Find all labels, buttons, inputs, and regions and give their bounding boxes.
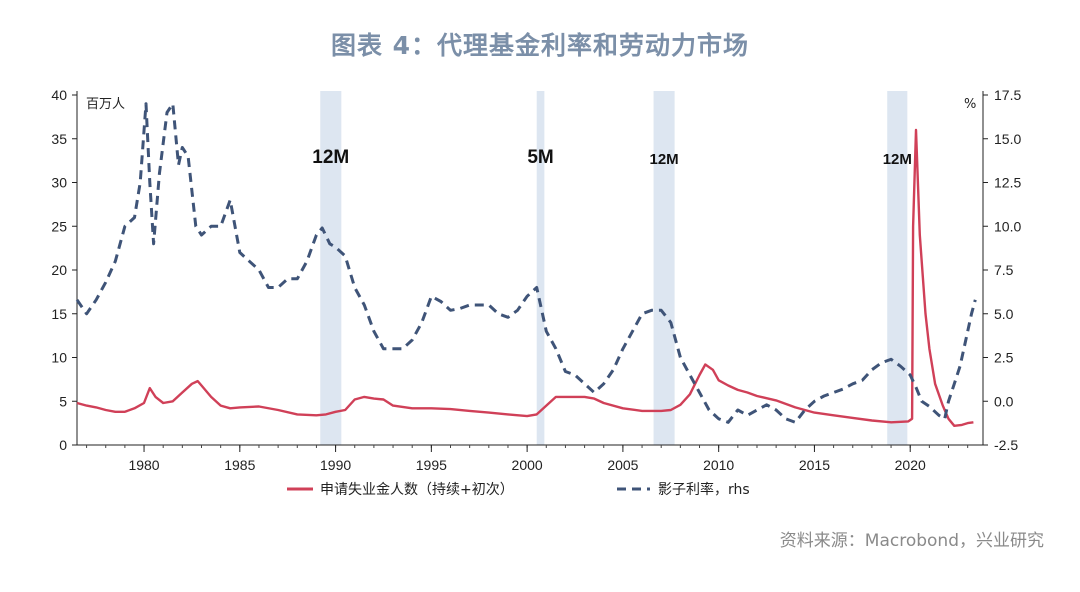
right-tick-label: 0.0 [994, 393, 1014, 409]
right-tick-label: 2.5 [994, 350, 1014, 366]
x-tick-label: 2005 [607, 457, 638, 473]
recession-band-0 [320, 91, 342, 445]
left-tick-label: 40 [51, 87, 67, 103]
left-tick-label: 5 [59, 393, 67, 409]
right-tick-label: -2.5 [994, 437, 1018, 453]
legend: 申请失业金人数（持续+初次） 影子利率，rhs [287, 481, 750, 498]
x-tick-label: 2010 [703, 457, 734, 473]
chart-title: 图表 4：代理基金利率和劳动力市场 [330, 31, 750, 60]
right-tick-label: 12.5 [994, 175, 1021, 191]
recession-band-2 [653, 91, 675, 445]
right-tick-label: 7.5 [994, 262, 1014, 278]
left-tick-label: 20 [51, 262, 67, 278]
right-tick-label: 15.0 [994, 131, 1021, 147]
recession-label-2: 12M [649, 151, 678, 168]
left-tick-label: 0 [59, 437, 67, 453]
recession-label-1: 5M [527, 147, 553, 168]
recession-bands [320, 91, 908, 445]
right-tick-label: 17.5 [994, 87, 1021, 103]
right-axis-unit: % [964, 97, 976, 112]
recession-label-3: 12M [883, 151, 912, 168]
series-line-0 [76, 128, 974, 427]
legend-label-shadow-rate: 影子利率，rhs [658, 481, 750, 498]
x-tick-label: 1980 [128, 457, 159, 473]
recession-band-1 [536, 91, 545, 445]
source-note: 资料来源：Macrobond，兴业研究 [779, 531, 1044, 551]
x-tick-label: 2000 [512, 457, 543, 473]
left-tick-label: 30 [51, 175, 67, 191]
left-tick-label: 25 [51, 218, 67, 234]
recession-labels: 12M 5M 12M 12M [312, 147, 912, 168]
left-tick-label: 35 [51, 131, 67, 147]
x-tick-label: 2020 [895, 457, 926, 473]
series-lines [75, 102, 977, 427]
legend-label-claims: 申请失业金人数（持续+初次） [320, 481, 514, 498]
left-axis-unit: 百万人 [86, 97, 125, 112]
chart-svg: 0 5 10 15 20 25 30 35 40 -2.5 0.0 2.5 5.0 7.5 10.0 12.5… [51, 87, 1021, 498]
x-tick-label: 2015 [799, 457, 830, 473]
axes: 0 5 10 15 20 25 30 35 40 -2.5 0.0 2.5 5.0 7.5 10.0 12.5… [51, 87, 1021, 473]
series-line-1 [75, 102, 977, 424]
right-tick-label: 5.0 [994, 306, 1014, 322]
x-tick-label: 1995 [416, 457, 447, 473]
recession-label-0: 12M [312, 147, 349, 168]
right-tick-label: 10.0 [994, 218, 1021, 234]
x-tick-label: 1990 [320, 457, 351, 473]
recession-band-3 [887, 91, 908, 445]
left-tick-label: 10 [51, 350, 67, 366]
x-tick-label: 1985 [224, 457, 255, 473]
left-tick-label: 15 [51, 306, 67, 322]
